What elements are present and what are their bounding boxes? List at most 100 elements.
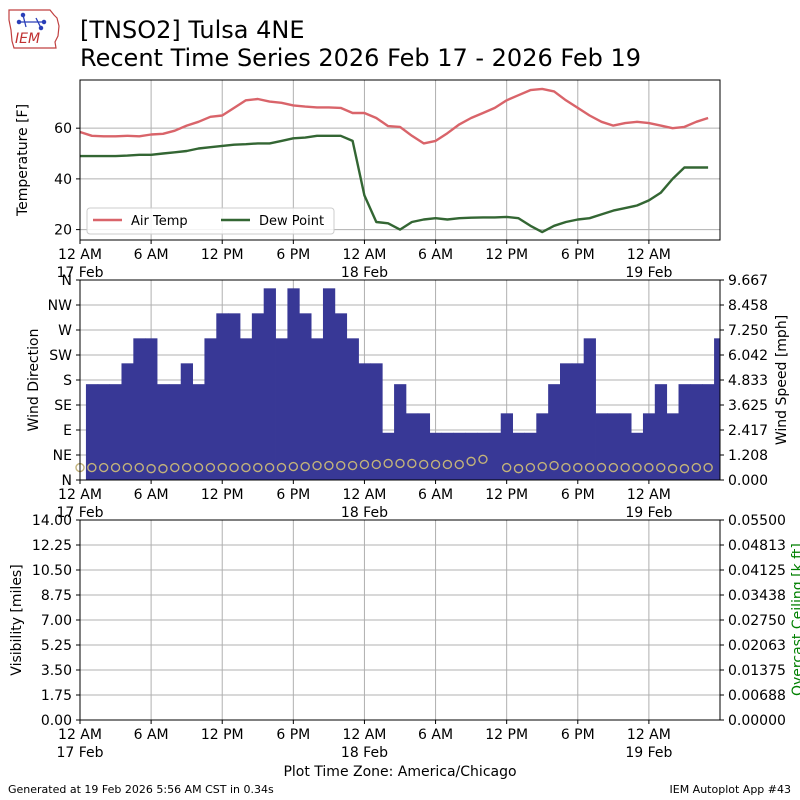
wind-direction-bar [571,363,585,480]
chart-title: [TNSO2] Tulsa 4NE Recent Time Series 202… [80,16,641,72]
x-tick-label: 12 AM [342,487,386,503]
wind-speed-point [442,459,453,470]
wind-direction-bar [168,384,182,480]
wind-direction-bar [394,384,407,480]
wind-direction-bar [370,363,383,480]
wind-speed-point [253,462,263,473]
visibility-tick-label: 7.00 [41,613,72,629]
wind-speed-point [134,462,144,473]
direction-tick-label: N [62,273,72,289]
ceiling-tick-label: 0.01375 [728,663,786,679]
visibility-tick-label: 12.25 [32,538,72,554]
wind-direction-bar [85,384,99,480]
x-tick-label: 6 PM [276,487,310,503]
app-label: IEM Autoplot App #43 [669,783,792,796]
wind-speed-point [300,461,310,472]
ceiling-tick-label: 0.04813 [728,538,786,554]
dew-point-line [80,134,709,234]
wind-speed-point [419,459,429,470]
x-tick-date-label: 19 Feb [625,265,672,281]
speed-tick-label: 3.625 [728,398,768,414]
wind-speed-point [122,462,133,473]
x-tick-label: 6 AM [134,487,169,503]
wind-speed-point [620,462,630,473]
x-tick-label: 12 PM [201,247,244,263]
wind-direction-bar [548,384,561,480]
wind-direction-bar [702,384,715,480]
wind-direction-bar [157,384,170,480]
wind-direction-bar [322,288,336,480]
wind-speed-point [347,460,358,471]
wind-direction-bar [263,288,276,480]
wind-direction-bar [133,338,146,480]
wind-direction-bar [109,384,122,480]
wind-direction-bar [216,313,229,480]
wind-speed-point [241,462,251,473]
wind-direction-bar [524,432,537,480]
timezone-label: Plot Time Zone: America/Chicago [283,764,516,780]
visibility-tick-label: 8.75 [41,588,72,604]
air-temp-line [79,87,709,145]
wind-speed-point [110,462,121,473]
direction-tick-label: SW [49,348,72,364]
wind-speed-point [478,454,488,465]
visibility-tick-label: 5.25 [41,638,72,654]
temperature-legend: Air Temp Dew Point [86,207,335,235]
visibility-tick-label: 3.50 [41,663,72,679]
wind-speed-point [336,460,346,471]
x-tick-label: 12 PM [201,487,244,503]
x-tick-label: 6 PM [276,247,310,263]
wind-speed-point [454,459,464,470]
speed-tick-label: 4.833 [728,373,768,389]
speed-tick-label: 6.042 [728,348,768,364]
wind-direction-bar [97,384,111,480]
wind-speed-point [703,462,713,473]
wind-speed-point [632,462,642,473]
wind-speed-point [644,462,654,473]
ceiling-tick-label: 0.00000 [728,713,786,729]
x-tick-label: 6 PM [276,727,310,743]
x-tick-label: 12 AM [58,247,102,263]
legend-label-dew-point: Dew Point [259,214,324,229]
wind-speed-point [573,462,583,473]
x-tick-date-label: 17 Feb [56,505,103,521]
generated-note: Generated at 19 Feb 2026 5:56 AM CST in … [8,783,274,796]
x-tick-date-label: 18 Feb [341,745,388,761]
wind-speed-point [561,462,571,473]
x-tick-label: 6 AM [418,247,453,263]
wind-speed-point [525,462,536,473]
wind-speed-point [667,463,678,474]
wind-speed-point [324,460,334,471]
wind-speed-point [146,463,156,474]
wind-direction-bar [192,384,205,480]
wind-direction-bar [287,288,300,480]
wind-direction-bar [334,313,348,480]
wind-speed-point [170,462,180,473]
wind-direction-bar [417,413,431,480]
speed-tick-label: 1.208 [728,448,768,464]
wind-direction-bar [180,363,193,480]
wind-speed-point [193,462,204,473]
x-tick-label: 6 PM [561,727,595,743]
visibility-axis-label: Visibility [miles] [9,564,25,675]
wind-direction-bar [714,338,721,480]
wind-speed-point [264,462,275,473]
wind-speed-point [383,458,393,469]
x-tick-label: 12 AM [627,727,671,743]
wind-direction-bar [619,413,632,480]
wind-speed-point [205,462,216,473]
speed-tick-label: 0.000 [728,473,768,489]
wind-speed-point [371,459,381,470]
wind-speed-point [359,459,370,470]
iem-logo: IEM [8,9,60,49]
wind-direction-bar [429,432,442,480]
wind-speed-point [549,460,559,471]
wind-direction-bar [560,363,573,480]
wind-direction-bar [145,338,158,480]
logo-text: IEM [15,31,40,47]
speed-tick-label: 8.458 [728,298,768,314]
visibility-tick-label: 1.75 [41,688,72,704]
wind-speed-point [288,461,299,472]
wind-direction-bar [405,413,419,480]
wind-direction-bar [678,384,691,480]
